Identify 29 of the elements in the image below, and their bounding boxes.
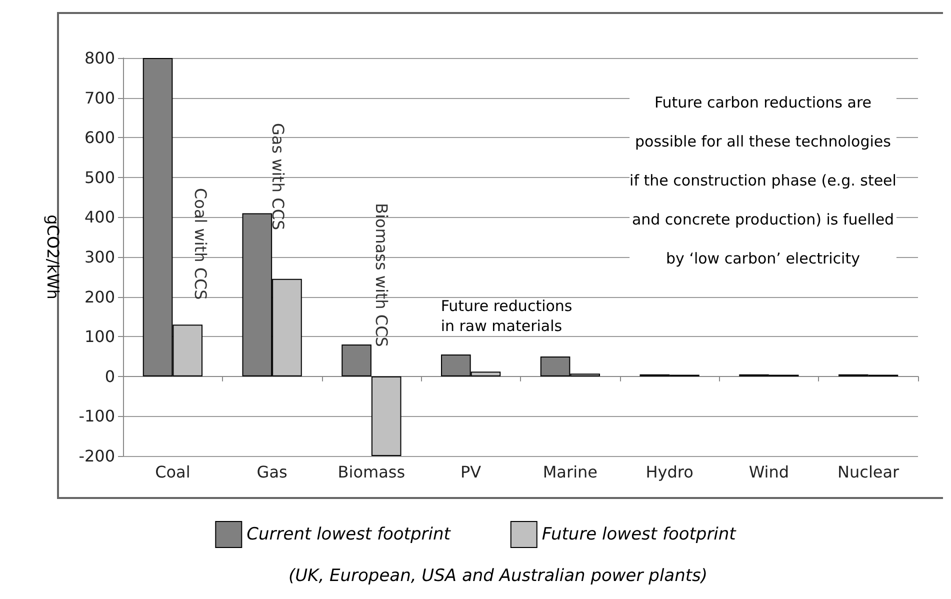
y-tick-label: 100 — [84, 327, 115, 346]
y-tick-label: -200 — [78, 446, 115, 466]
y-tick-label: -100 — [78, 406, 115, 426]
y-tick-label: 400 — [84, 208, 115, 227]
text: (UK, European, USA and Australian power plants) — [288, 566, 708, 586]
y-tick-label: 300 — [84, 248, 115, 266]
y-tick-label: 800 — [84, 48, 115, 68]
x-tick-label: Biomass — [338, 462, 406, 482]
legend-label: Future lowest footprint — [542, 524, 738, 544]
y-tick-label: 700 — [84, 88, 115, 108]
bar — [371, 376, 402, 456]
y-tick-label: 0 — [104, 366, 115, 386]
x-tick-label: Hydro — [646, 462, 694, 482]
y-tick-label: 500 — [84, 168, 115, 187]
x-tick-label: Nuclear — [838, 462, 900, 482]
annotation: Future reductions in raw materials — [440, 297, 572, 335]
x-tick-label: Gas — [256, 462, 288, 482]
x-tick-label: PV — [460, 462, 482, 482]
y-axis-title: gCO2/kWh — [44, 214, 62, 300]
y-tick-label: 200 — [84, 287, 115, 306]
x-tick-label: Marine — [542, 462, 598, 482]
annotation: Coal with CCS — [191, 188, 210, 300]
x-tick-label: Wind — [748, 462, 790, 482]
x-tick-label: Coal — [155, 462, 190, 482]
text: Future carbon reductions are possible for all these technologies if the construction phase (e.g. steel and concrete production) is fuelled by ‘low carbon’ electricity — [630, 94, 896, 268]
annotation: Biomass with CCS — [372, 203, 391, 347]
annotation: Gas with CCS — [268, 123, 288, 230]
y-tick-label: 600 — [84, 128, 115, 148]
legend-label: Current lowest footprint — [246, 524, 452, 544]
